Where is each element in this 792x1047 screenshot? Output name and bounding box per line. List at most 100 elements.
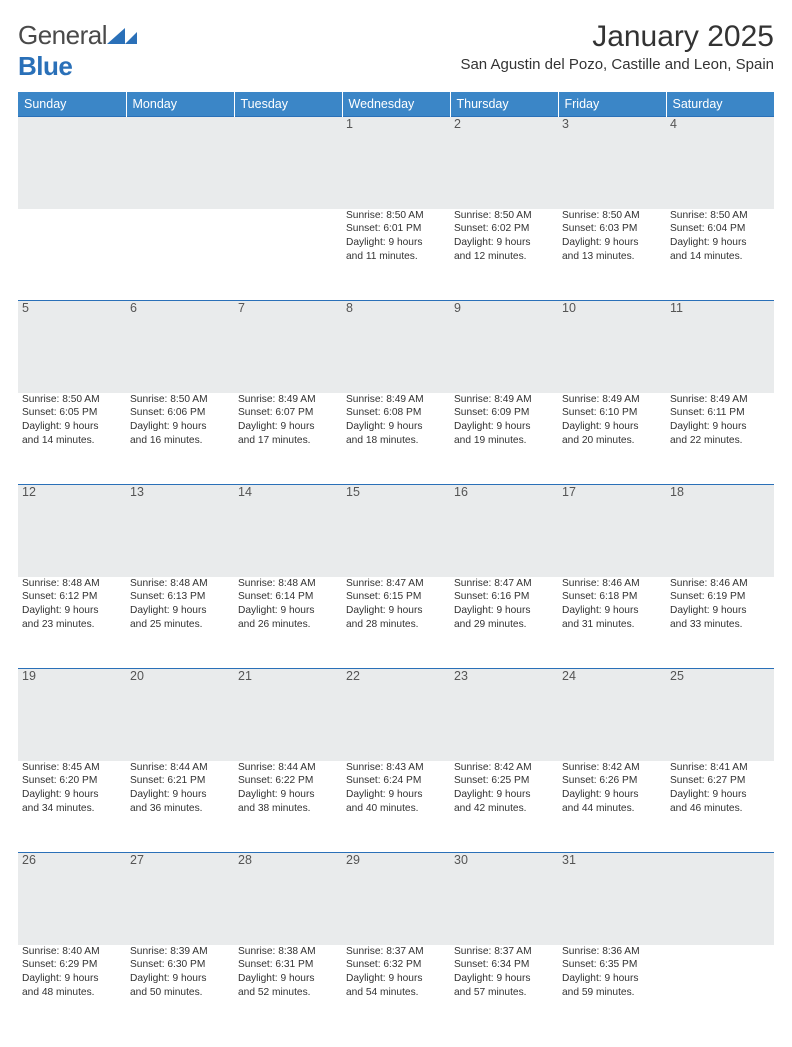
day-d2: and 44 minutes. — [562, 802, 662, 816]
day-sunrise: Sunrise: 8:49 AM — [670, 393, 770, 407]
day-sunset: Sunset: 6:08 PM — [346, 406, 446, 420]
day-content-cell: Sunrise: 8:45 AMSunset: 6:20 PMDaylight:… — [18, 761, 126, 853]
day-sunset: Sunset: 6:04 PM — [670, 222, 770, 236]
calendar-page: General Blue January 2025 San Agustin de… — [0, 0, 792, 1047]
day-sunset: Sunset: 6:03 PM — [562, 222, 662, 236]
day-d1: Daylight: 9 hours — [454, 788, 554, 802]
day-content-cell: Sunrise: 8:50 AMSunset: 6:02 PMDaylight:… — [450, 209, 558, 301]
day-number-cell: 21 — [234, 669, 342, 761]
day-d2: and 13 minutes. — [562, 250, 662, 264]
day-d1: Daylight: 9 hours — [670, 604, 770, 618]
day-d2: and 28 minutes. — [346, 618, 446, 632]
brand-part2: Blue — [18, 51, 72, 81]
day-content-cell — [234, 209, 342, 301]
day-sunrise: Sunrise: 8:37 AM — [346, 945, 446, 959]
day-sunrise: Sunrise: 8:40 AM — [22, 945, 122, 959]
day-d1: Daylight: 9 hours — [22, 788, 122, 802]
day-d1: Daylight: 9 hours — [454, 604, 554, 618]
day-sunrise: Sunrise: 8:50 AM — [670, 209, 770, 223]
day-content-cell: Sunrise: 8:37 AMSunset: 6:34 PMDaylight:… — [450, 945, 558, 1037]
day-number-cell — [666, 853, 774, 945]
day-d2: and 48 minutes. — [22, 986, 122, 1000]
day-sunrise: Sunrise: 8:48 AM — [238, 577, 338, 591]
day-content-row: Sunrise: 8:50 AMSunset: 6:05 PMDaylight:… — [18, 393, 774, 485]
day-sunrise: Sunrise: 8:47 AM — [454, 577, 554, 591]
day-content-cell: Sunrise: 8:50 AMSunset: 6:01 PMDaylight:… — [342, 209, 450, 301]
day-sunset: Sunset: 6:32 PM — [346, 958, 446, 972]
day-d2: and 20 minutes. — [562, 434, 662, 448]
day-number-cell: 8 — [342, 301, 450, 393]
day-content-cell: Sunrise: 8:49 AMSunset: 6:07 PMDaylight:… — [234, 393, 342, 485]
weekday-header: Sunday — [18, 92, 126, 117]
day-number-row: 12131415161718 — [18, 485, 774, 577]
day-content-cell: Sunrise: 8:46 AMSunset: 6:19 PMDaylight:… — [666, 577, 774, 669]
month-title: January 2025 — [460, 20, 774, 54]
day-d1: Daylight: 9 hours — [346, 604, 446, 618]
day-d2: and 31 minutes. — [562, 618, 662, 632]
day-sunset: Sunset: 6:30 PM — [130, 958, 230, 972]
day-sunrise: Sunrise: 8:42 AM — [562, 761, 662, 775]
day-number-cell — [126, 117, 234, 209]
day-d1: Daylight: 9 hours — [238, 420, 338, 434]
weekday-header: Saturday — [666, 92, 774, 117]
day-number-cell: 7 — [234, 301, 342, 393]
day-d2: and 50 minutes. — [130, 986, 230, 1000]
day-d1: Daylight: 9 hours — [130, 788, 230, 802]
day-number-row: 1234 — [18, 117, 774, 209]
day-number-cell: 19 — [18, 669, 126, 761]
day-sunrise: Sunrise: 8:46 AM — [562, 577, 662, 591]
day-d1: Daylight: 9 hours — [346, 972, 446, 986]
day-d2: and 18 minutes. — [346, 434, 446, 448]
day-number-cell: 24 — [558, 669, 666, 761]
day-sunrise: Sunrise: 8:50 AM — [130, 393, 230, 407]
day-number-cell: 17 — [558, 485, 666, 577]
day-sunset: Sunset: 6:24 PM — [346, 774, 446, 788]
day-d2: and 34 minutes. — [22, 802, 122, 816]
day-d1: Daylight: 9 hours — [454, 972, 554, 986]
day-content-cell: Sunrise: 8:42 AMSunset: 6:26 PMDaylight:… — [558, 761, 666, 853]
day-d1: Daylight: 9 hours — [562, 604, 662, 618]
day-content-cell — [666, 945, 774, 1037]
day-sunset: Sunset: 6:02 PM — [454, 222, 554, 236]
day-d2: and 57 minutes. — [454, 986, 554, 1000]
day-number-cell: 6 — [126, 301, 234, 393]
weekday-header: Wednesday — [342, 92, 450, 117]
day-sunset: Sunset: 6:06 PM — [130, 406, 230, 420]
day-content-row: Sunrise: 8:48 AMSunset: 6:12 PMDaylight:… — [18, 577, 774, 669]
day-content-cell: Sunrise: 8:43 AMSunset: 6:24 PMDaylight:… — [342, 761, 450, 853]
day-number-cell: 29 — [342, 853, 450, 945]
day-d1: Daylight: 9 hours — [562, 972, 662, 986]
day-sunset: Sunset: 6:09 PM — [454, 406, 554, 420]
day-sunset: Sunset: 6:27 PM — [670, 774, 770, 788]
day-sunrise: Sunrise: 8:39 AM — [130, 945, 230, 959]
day-content-cell: Sunrise: 8:49 AMSunset: 6:10 PMDaylight:… — [558, 393, 666, 485]
day-number-cell: 5 — [18, 301, 126, 393]
day-content-cell: Sunrise: 8:47 AMSunset: 6:15 PMDaylight:… — [342, 577, 450, 669]
day-content-cell: Sunrise: 8:37 AMSunset: 6:32 PMDaylight:… — [342, 945, 450, 1037]
day-sunrise: Sunrise: 8:50 AM — [22, 393, 122, 407]
weekday-header: Friday — [558, 92, 666, 117]
day-d1: Daylight: 9 hours — [22, 972, 122, 986]
day-sunset: Sunset: 6:18 PM — [562, 590, 662, 604]
day-number-cell — [18, 117, 126, 209]
day-d2: and 25 minutes. — [130, 618, 230, 632]
day-number-cell: 31 — [558, 853, 666, 945]
day-d1: Daylight: 9 hours — [346, 420, 446, 434]
day-number-cell: 3 — [558, 117, 666, 209]
day-number-cell: 1 — [342, 117, 450, 209]
day-content-cell: Sunrise: 8:49 AMSunset: 6:09 PMDaylight:… — [450, 393, 558, 485]
day-d1: Daylight: 9 hours — [22, 420, 122, 434]
day-content-cell: Sunrise: 8:44 AMSunset: 6:21 PMDaylight:… — [126, 761, 234, 853]
day-d2: and 46 minutes. — [670, 802, 770, 816]
day-content-cell: Sunrise: 8:44 AMSunset: 6:22 PMDaylight:… — [234, 761, 342, 853]
day-sunrise: Sunrise: 8:36 AM — [562, 945, 662, 959]
day-sunset: Sunset: 6:11 PM — [670, 406, 770, 420]
day-content-cell: Sunrise: 8:49 AMSunset: 6:08 PMDaylight:… — [342, 393, 450, 485]
day-content-cell: Sunrise: 8:46 AMSunset: 6:18 PMDaylight:… — [558, 577, 666, 669]
day-number-cell: 25 — [666, 669, 774, 761]
day-number-cell: 12 — [18, 485, 126, 577]
day-d2: and 14 minutes. — [670, 250, 770, 264]
day-content-cell — [126, 209, 234, 301]
day-sunrise: Sunrise: 8:50 AM — [346, 209, 446, 223]
day-sunrise: Sunrise: 8:49 AM — [346, 393, 446, 407]
